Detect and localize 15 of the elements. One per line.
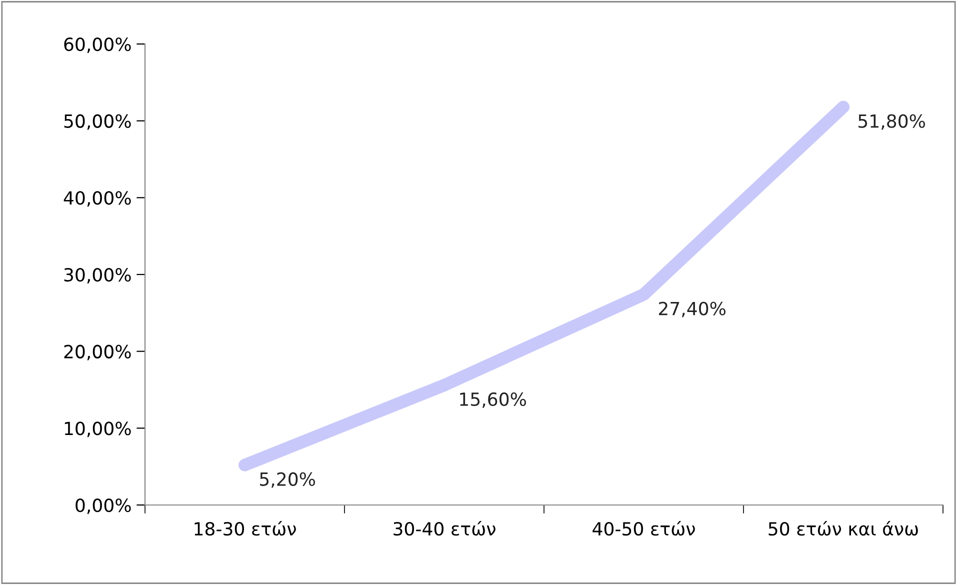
y-tick-label: 60,00%: [64, 37, 131, 53]
y-tick-label: 30,00%: [64, 268, 131, 284]
y-tick-label: 10,00%: [64, 422, 131, 438]
y-tick-label: 40,00%: [64, 191, 131, 207]
x-tick-label: 40-50 ετών: [592, 520, 695, 536]
y-tick-label: 50,00%: [64, 114, 131, 130]
y-tick-label: 20,00%: [64, 344, 131, 360]
x-tick-label: 18-30 ετών: [194, 520, 296, 536]
data-label: 5,20%: [260, 472, 315, 488]
x-tick-label: 50 ετών και άνω: [768, 520, 918, 536]
data-label: 15,60%: [460, 392, 526, 408]
data-label: 27,40%: [658, 302, 726, 318]
x-tick-label: 30-40 ετών: [394, 520, 496, 536]
data-label: 51,80%: [858, 114, 925, 130]
y-tick-label: 0,00%: [76, 498, 131, 514]
